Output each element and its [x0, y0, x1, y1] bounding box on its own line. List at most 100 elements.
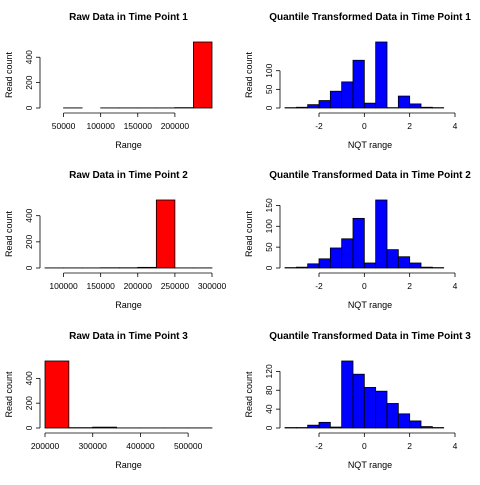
histogram-bar — [296, 107, 307, 108]
x-tick-label: 500000 — [174, 441, 203, 451]
y-tick-label: 0 — [264, 425, 274, 430]
y-axis-label: Read count — [4, 51, 14, 98]
x-axis-label: NQT range — [348, 460, 392, 470]
histogram-bar — [138, 267, 157, 268]
y-tick-label: 200 — [24, 234, 34, 248]
histogram-bar — [308, 264, 319, 268]
chart-title: Raw Data in Time Point 1 — [69, 12, 188, 23]
histogram-panel-1: Raw Data in Time Point 1 50000 100000 15000… — [4, 12, 212, 150]
histogram-bar — [330, 91, 341, 108]
x-tick-label: 150000 — [86, 281, 115, 291]
chart-title: Quantile Transformed Data in Time Point … — [269, 170, 471, 181]
chart-title: Raw Data in Time Point 3 — [69, 331, 188, 342]
histogram-bar — [387, 250, 398, 268]
histogram-bar — [330, 248, 341, 268]
y-tick-label: 200 — [24, 396, 34, 410]
x-tick-label: -2 — [315, 281, 323, 291]
histogram-bar — [193, 42, 212, 108]
y-tick-label: 50 — [264, 242, 274, 252]
histogram-bar — [421, 107, 432, 108]
x-tick-label: 100000 — [86, 121, 115, 131]
histogram-bar — [387, 403, 398, 428]
y-tick-label: 400 — [24, 208, 34, 222]
x-tick-label: 200000 — [124, 281, 153, 291]
x-axis-label: Range — [115, 300, 142, 310]
histogram-panel-6: Quantile Transformed Data in Time Point … — [244, 331, 471, 470]
y-tick-label: 50 — [264, 84, 274, 94]
x-tick-label: 200000 — [161, 121, 190, 131]
x-tick-label: 2 — [407, 281, 412, 291]
histogram-bar — [342, 361, 353, 428]
x-tick-label: 400000 — [126, 441, 155, 451]
x-tick-label: 250000 — [161, 281, 190, 291]
histogram-panel-4: Quantile Transformed Data in Time Point … — [244, 170, 471, 310]
histogram-bar — [398, 257, 409, 268]
x-tick-label: 200000 — [31, 441, 60, 451]
histogram-bar — [376, 200, 387, 268]
y-tick-label: 100 — [264, 219, 274, 233]
histogram-bar — [156, 200, 175, 268]
histogram-bar — [410, 421, 421, 428]
histogram-bar — [353, 374, 364, 428]
histogram-bar — [342, 82, 353, 108]
y-tick-label: 40 — [264, 404, 274, 414]
x-tick-label: 300000 — [198, 281, 227, 291]
histogram-bar — [296, 267, 307, 268]
histogram-bar — [308, 105, 319, 108]
y-tick-label: 0 — [24, 105, 34, 110]
y-axis-label: Read count — [244, 210, 254, 257]
histogram-bar — [342, 239, 353, 268]
y-tick-label: 150 — [264, 198, 274, 212]
x-axis-label: NQT range — [348, 300, 392, 310]
x-tick-label: 150000 — [124, 121, 153, 131]
histogram-bar — [308, 425, 319, 428]
x-tick-label: 4 — [453, 441, 458, 451]
histogram-bar — [421, 427, 432, 428]
y-tick-label: 0 — [24, 265, 34, 270]
histogram-bar — [319, 259, 330, 268]
chart-title: Quantile Transformed Data in Time Point … — [269, 12, 471, 23]
y-axis-label: Read count — [4, 210, 14, 257]
histogram-panel-2: Quantile Transformed Data in Time Point … — [244, 12, 471, 150]
x-tick-label: 50000 — [52, 121, 76, 131]
x-tick-label: -2 — [315, 441, 323, 451]
chart-title: Quantile Transformed Data in Time Point … — [269, 331, 471, 342]
histogram-bar — [376, 42, 387, 108]
x-tick-label: 100000 — [49, 281, 78, 291]
histogram-bar — [45, 361, 69, 428]
histogram-bar — [410, 263, 421, 268]
histogram-bar — [364, 263, 375, 268]
histogram-bar — [364, 387, 375, 428]
x-tick-label: 2 — [407, 121, 412, 131]
x-tick-label: 0 — [362, 281, 367, 291]
y-tick-label: 400 — [24, 371, 34, 385]
x-axis-label: Range — [115, 460, 142, 470]
histogram-bar — [319, 422, 330, 428]
y-tick-label: 0 — [264, 265, 274, 270]
y-axis-label: Read count — [244, 371, 254, 418]
histogram-bar — [93, 427, 117, 428]
y-axis-label: Read count — [4, 371, 14, 418]
histogram-bar — [319, 101, 330, 108]
x-tick-label: 300000 — [79, 441, 108, 451]
x-tick-label: -2 — [315, 121, 323, 131]
histogram-bar — [398, 414, 409, 428]
histogram-bar — [330, 427, 341, 428]
y-tick-label: 80 — [264, 385, 274, 395]
histogram-bar — [376, 391, 387, 428]
x-tick-label: 0 — [362, 121, 367, 131]
histogram-bar — [421, 267, 432, 268]
x-tick-label: 0 — [362, 441, 367, 451]
y-tick-label: 0 — [24, 425, 34, 430]
histogram-bar — [410, 104, 421, 108]
histogram-bar — [353, 218, 364, 268]
y-tick-label: 200 — [24, 75, 34, 89]
histogram-bar — [398, 96, 409, 108]
x-tick-label: 4 — [453, 121, 458, 131]
y-axis-label: Read count — [244, 51, 254, 98]
chart-title: Raw Data in Time Point 2 — [69, 170, 188, 181]
